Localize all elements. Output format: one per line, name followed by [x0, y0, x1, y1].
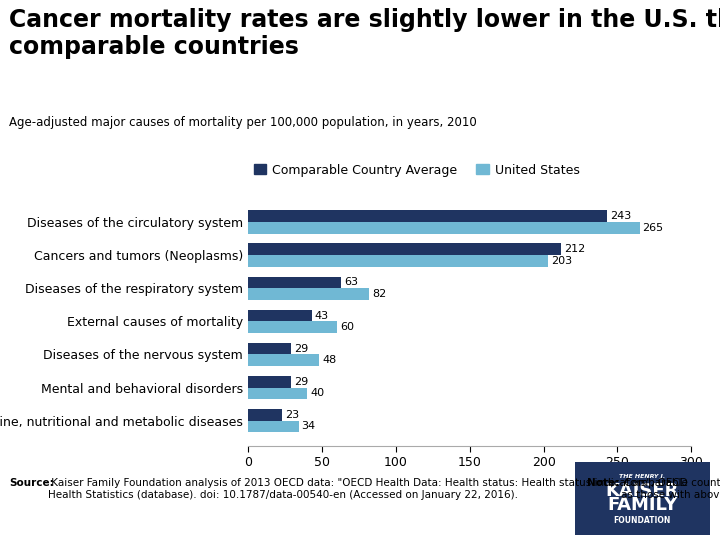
Text: FAMILY: FAMILY — [607, 496, 678, 515]
Bar — [248, 409, 282, 421]
Text: FOUNDATION: FOUNDATION — [613, 516, 671, 524]
Text: 23: 23 — [285, 410, 300, 420]
Text: 82: 82 — [372, 289, 387, 299]
Bar — [248, 255, 548, 267]
Text: 29: 29 — [294, 343, 308, 354]
Bar — [248, 376, 291, 388]
Bar — [248, 222, 639, 233]
Bar — [248, 276, 341, 288]
Text: Cancer mortality rates are slightly lower in the U.S. than in
comparable countri: Cancer mortality rates are slightly lowe… — [9, 8, 720, 59]
Text: 212: 212 — [564, 244, 585, 254]
Text: Comparable countries are defined
as those with above median GDP and above median: Comparable countries are defined as thos… — [621, 478, 720, 500]
Text: 265: 265 — [642, 222, 664, 233]
Bar — [248, 421, 299, 432]
Text: Age-adjusted major causes of mortality per 100,000 population, in years, 2010: Age-adjusted major causes of mortality p… — [9, 116, 477, 129]
Bar — [248, 354, 319, 366]
Text: 40: 40 — [310, 388, 325, 399]
Text: 203: 203 — [551, 256, 572, 266]
Bar — [248, 310, 312, 321]
Bar — [248, 343, 291, 354]
Text: KAISER: KAISER — [606, 482, 679, 500]
Text: 29: 29 — [294, 377, 308, 387]
Text: Source:: Source: — [9, 478, 54, 488]
Text: 60: 60 — [340, 322, 354, 332]
Bar — [248, 288, 369, 300]
Bar — [248, 388, 307, 399]
Text: 63: 63 — [344, 278, 359, 287]
Text: Kaiser Family Foundation analysis of 2013 OECD data: "OECD Health Data: Health s: Kaiser Family Foundation analysis of 201… — [48, 478, 688, 500]
Bar — [248, 211, 607, 222]
Bar — [248, 321, 337, 333]
Text: 43: 43 — [315, 310, 329, 321]
Legend: Comparable Country Average, United States: Comparable Country Average, United State… — [248, 159, 585, 181]
Text: THE HENRY J.: THE HENRY J. — [619, 474, 665, 479]
Bar — [248, 244, 562, 255]
Text: 34: 34 — [302, 421, 315, 431]
Text: 243: 243 — [610, 211, 631, 221]
Text: 48: 48 — [323, 355, 336, 365]
Text: Note:: Note: — [587, 478, 619, 488]
